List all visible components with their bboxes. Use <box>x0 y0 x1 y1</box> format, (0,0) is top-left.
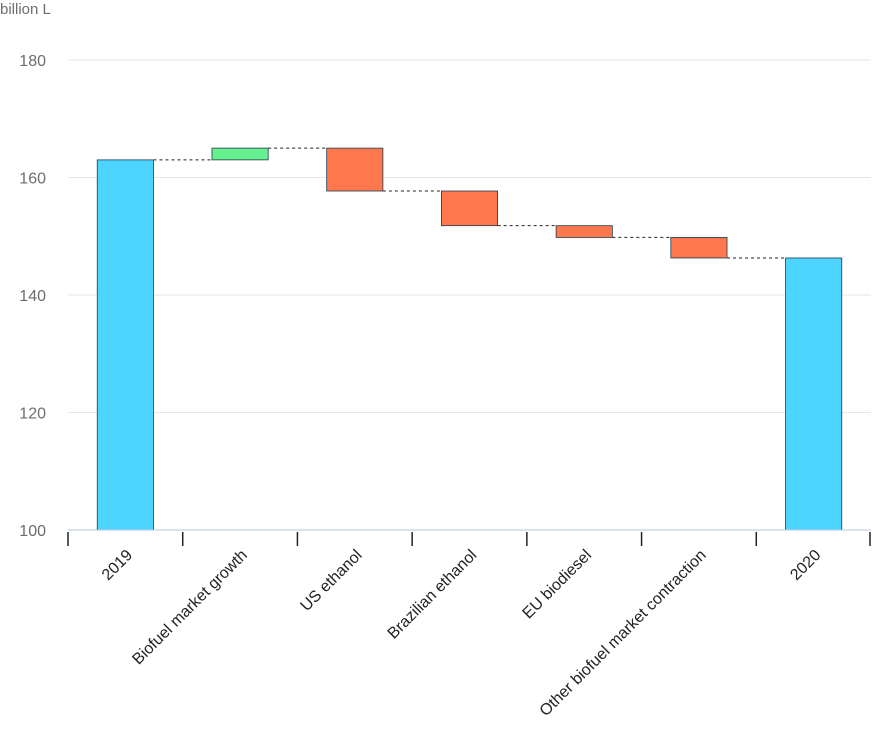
bar-decrease <box>670 237 728 259</box>
x-tick-label: US ethanol <box>298 547 366 615</box>
bar-decrease <box>555 225 613 238</box>
bar-decrease <box>440 190 499 227</box>
bar-total <box>785 257 843 531</box>
grid-layer <box>68 59 871 413</box>
axis-layer <box>67 529 871 546</box>
x-tick-label: 2019 <box>99 547 136 584</box>
bar-total <box>96 159 154 531</box>
bar-layer <box>96 147 843 531</box>
x-tick-label: Brazilian ethanol <box>385 547 481 643</box>
y-tick-label: 140 <box>19 288 46 305</box>
x-tick-label: Biofuel market growth <box>129 547 250 668</box>
y-axis-label: billion L <box>0 1 51 18</box>
y-tick-label: 180 <box>19 53 46 70</box>
connector-layer <box>153 147 786 259</box>
bar-decrease <box>326 147 384 192</box>
y-tick-label: 120 <box>19 406 46 423</box>
y-tick-label: 100 <box>19 523 46 540</box>
x-tick-label: EU biodiesel <box>520 547 596 623</box>
bar-increase <box>211 147 269 161</box>
x-tick-label: 2020 <box>787 547 824 584</box>
y-tick-label: 160 <box>19 171 46 188</box>
